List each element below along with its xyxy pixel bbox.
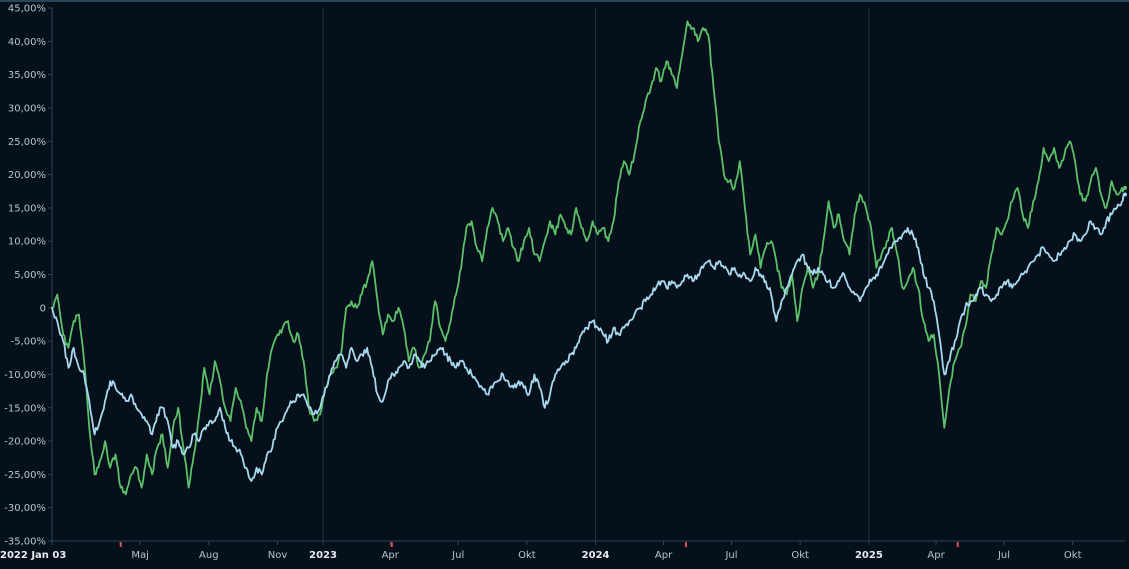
y-tick-label: 25,00%: [8, 137, 46, 148]
x-tick-label: Jul: [724, 550, 737, 561]
y-tick-label: -35,00%: [4, 537, 46, 548]
y-tick-label: 5,00%: [14, 270, 46, 281]
x-tick-label: Okt: [1064, 550, 1082, 561]
series-line-1: [51, 20, 1126, 496]
y-tick-label: 40,00%: [8, 37, 46, 48]
y-tick-label: 10,00%: [8, 237, 46, 248]
x-axis-ticks: 2022 Jan 03 Maj Aug Nov 2023 Apr Jul Okt 2024 Apr…: [0, 541, 1082, 561]
x-tick-label: Apr: [382, 550, 400, 561]
y-tick-label: 45,00%: [8, 4, 46, 15]
x-tick-label: Okt: [791, 550, 809, 561]
x-tick-label: Jul: [997, 550, 1010, 561]
y-tick-label: -25,00%: [4, 470, 46, 481]
x-tick-label: 2022 Jan 03: [0, 550, 66, 561]
x-tick-label: Apr: [655, 550, 673, 561]
x-tick-label: Jul: [451, 550, 464, 561]
x-tick-label: Aug: [199, 550, 219, 561]
x-tick-label: Maj: [131, 550, 149, 561]
y-tick-label: 35,00%: [8, 70, 46, 81]
x-tick-label: Okt: [518, 550, 536, 561]
series-line-2: [51, 193, 1126, 482]
series-end-point-1: [1123, 185, 1127, 190]
series-end-point-2: [1123, 192, 1127, 197]
y-tick-label: -30,00%: [4, 503, 46, 514]
y-tick-label: -10,00%: [4, 370, 46, 381]
y-tick-label: 30,00%: [8, 103, 46, 114]
x-tick-label: Apr: [927, 550, 945, 561]
y-tick-label: 0: [40, 303, 46, 314]
y-tick-label: -20,00%: [4, 437, 46, 448]
year-gridlines: [322, 8, 870, 541]
x-tick-label: 2024: [582, 550, 610, 561]
x-tick-label: 2023: [309, 550, 337, 561]
y-tick-label: -5,00%: [11, 337, 46, 348]
series-lines: [51, 20, 1127, 496]
y-tick-label: -15,00%: [4, 403, 46, 414]
y-tick-label: 15,00%: [8, 203, 46, 214]
x-tick-label: 2025: [855, 550, 883, 561]
y-axis-ticks: 45,00% 40,00% 35,00% 30,00% 25,00% 20,00% 15,0…: [4, 4, 52, 548]
y-tick-label: 20,00%: [8, 170, 46, 181]
x-tick-label: Nov: [268, 550, 288, 561]
event-markers: [119, 542, 959, 547]
